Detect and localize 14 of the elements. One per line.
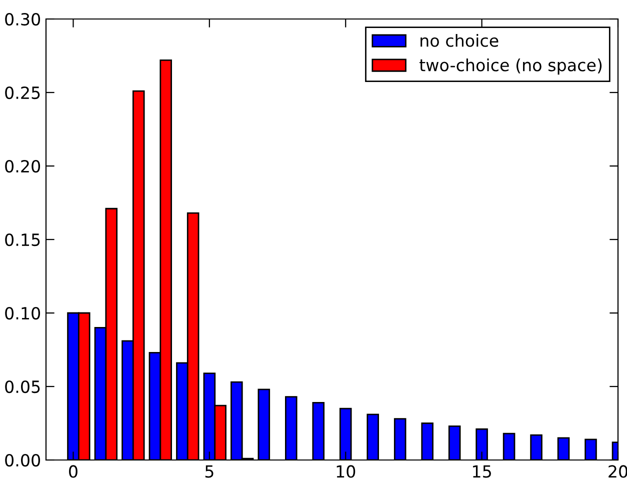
y-tick-label: 0.25 [5,86,40,100]
y-tick-label: 0.00 [5,454,40,467]
x-tick-label: 15 [473,465,491,478]
y-tick-label: 0.15 [5,233,40,246]
x-tick-label: 20 [608,465,627,478]
x-tick-label: 0 [69,465,78,478]
y-tick-label: 0.10 [5,306,40,320]
y-tick-label: 0.30 [5,12,40,26]
x-tick-label: 5 [205,465,214,478]
legend-label: no choice [420,34,498,47]
y-tick-label: 0.20 [5,160,40,173]
y-tick-label: 0.05 [5,380,40,394]
legend-label: two-choice (no space) [420,58,602,75]
x-tick-label: 10 [336,465,356,478]
